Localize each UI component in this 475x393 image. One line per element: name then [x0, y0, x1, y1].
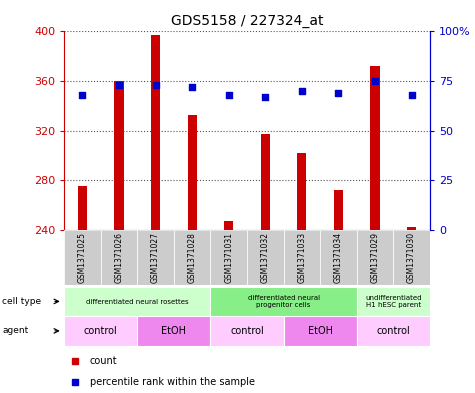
Text: GSM1371032: GSM1371032 [261, 232, 270, 283]
Text: differentiated neural
progenitor cells: differentiated neural progenitor cells [247, 295, 320, 308]
Text: agent: agent [2, 327, 28, 335]
Bar [188, 114, 197, 230]
Bar [284, 316, 357, 346]
Text: GSM1371034: GSM1371034 [334, 232, 343, 283]
Bar [370, 66, 380, 230]
Point [188, 84, 196, 90]
Bar [357, 287, 430, 316]
Text: GSM1371031: GSM1371031 [224, 232, 233, 283]
Bar [210, 316, 284, 346]
Bar [297, 153, 306, 230]
Text: differentiated neural rosettes: differentiated neural rosettes [86, 299, 189, 305]
Text: percentile rank within the sample: percentile rank within the sample [90, 377, 255, 387]
Bar [210, 230, 247, 285]
Text: GSM1371026: GSM1371026 [114, 232, 124, 283]
Bar [393, 230, 430, 285]
Point [225, 92, 233, 98]
Point [334, 90, 342, 96]
Point [298, 88, 306, 94]
Text: control: control [84, 326, 118, 336]
Bar [357, 316, 430, 346]
Title: GDS5158 / 227324_at: GDS5158 / 227324_at [171, 14, 323, 28]
Text: undifferentiated
H1 hESC parent: undifferentiated H1 hESC parent [365, 295, 421, 308]
Text: GSM1371027: GSM1371027 [151, 232, 160, 283]
Text: control: control [376, 326, 410, 336]
Bar [284, 230, 320, 285]
Bar [114, 81, 124, 230]
Bar [407, 228, 416, 230]
Bar [101, 230, 137, 285]
Point [115, 82, 123, 88]
Text: GSM1371030: GSM1371030 [407, 232, 416, 283]
Text: GSM1371028: GSM1371028 [188, 232, 197, 283]
Bar [64, 287, 210, 316]
Point [152, 82, 160, 88]
Bar [224, 221, 233, 230]
Text: GSM1371025: GSM1371025 [78, 232, 87, 283]
Text: GSM1371029: GSM1371029 [370, 232, 380, 283]
Bar [261, 134, 270, 230]
Bar [334, 190, 343, 230]
Bar [137, 230, 174, 285]
Bar [64, 316, 137, 346]
Point [261, 94, 269, 100]
Bar [210, 287, 357, 316]
Text: GSM1371033: GSM1371033 [297, 232, 306, 283]
Bar [174, 230, 210, 285]
Bar [64, 230, 101, 285]
Text: control: control [230, 326, 264, 336]
Text: EtOH: EtOH [308, 326, 332, 336]
Bar [247, 230, 284, 285]
Bar [78, 187, 87, 230]
Point [408, 92, 415, 98]
Point [78, 92, 86, 98]
Text: count: count [90, 356, 117, 366]
Bar [320, 230, 357, 285]
Point [371, 78, 379, 84]
Text: cell type: cell type [2, 297, 41, 306]
Text: EtOH: EtOH [162, 326, 186, 336]
Bar [151, 35, 160, 230]
Bar [137, 316, 210, 346]
Bar [357, 230, 393, 285]
